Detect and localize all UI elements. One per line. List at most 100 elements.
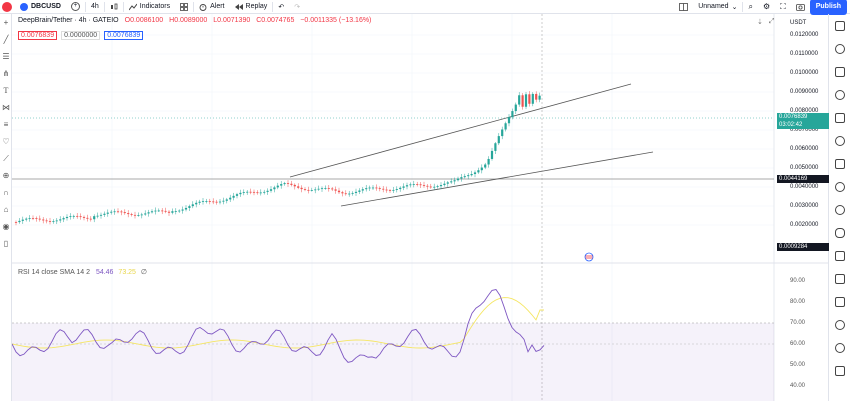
chat-button[interactable] [829, 152, 850, 175]
streams-button[interactable] [829, 175, 850, 198]
crosshair-icon[interactable]: + [3, 18, 9, 27]
candle-body [375, 187, 378, 189]
trend-line-upper[interactable] [289, 83, 632, 178]
divider [103, 1, 105, 12]
help-button[interactable] [829, 336, 850, 359]
text-tool-icon[interactable]: T [3, 86, 9, 95]
publish-button[interactable]: Publish [809, 0, 847, 15]
fib-icon[interactable]: ≡ [3, 120, 9, 129]
ruler-icon[interactable]: ⟋ [3, 153, 9, 163]
cloud-button[interactable] [829, 221, 850, 244]
candle-body [273, 187, 276, 190]
countdown-value: 03:02:42 [779, 122, 803, 128]
candle-body [283, 183, 286, 185]
candle-body [300, 187, 303, 190]
candle-body [480, 167, 483, 171]
layout-name-button[interactable]: Unnamed ⌄ [693, 0, 742, 14]
candle-body [198, 201, 201, 203]
indicators-button[interactable]: Indicators [124, 0, 175, 14]
candle-body [150, 211, 154, 213]
pine-button[interactable] [829, 313, 850, 336]
grid-icon [180, 2, 189, 11]
alerts-button[interactable] [829, 37, 850, 60]
pitchfork-icon[interactable]: ⋔ [2, 69, 10, 78]
candle-body [42, 219, 45, 221]
candle-body [140, 214, 143, 216]
candle-body [256, 192, 259, 194]
candle-body [521, 95, 524, 107]
pattern-icon[interactable]: ⋈ [2, 103, 10, 112]
magnet-icon[interactable]: ∩ [3, 188, 9, 197]
depth-button[interactable] [829, 244, 850, 267]
sell-price-box[interactable]: 0.0076839 [18, 31, 58, 40]
undo-button[interactable]: ↶ [273, 0, 289, 14]
screener-button[interactable] [829, 267, 850, 290]
chart-area[interactable]: DeepBrain/Tether · 4h · GATEIO O0.008610… [12, 14, 829, 401]
interval-button[interactable]: 4h [86, 0, 104, 14]
stream-icon [835, 181, 845, 192]
calendar-button[interactable] [829, 106, 850, 129]
fullscreen-button[interactable]: ⛶ [775, 0, 791, 14]
candle-body [439, 185, 443, 187]
currency-label[interactable]: USDT [790, 20, 807, 26]
eye-icon[interactable]: ◉ [2, 222, 10, 231]
settings-button[interactable]: ⚙ [758, 0, 775, 14]
layout-name: Unnamed [698, 3, 729, 10]
candle-body [269, 189, 273, 191]
rsi-axis-label: 50.00 [790, 362, 806, 368]
ideas-button[interactable] [829, 129, 850, 152]
candle-body [130, 214, 133, 215]
rsi-ma-value: 73.25 [118, 269, 136, 276]
candle-body [239, 192, 242, 195]
rsi-band-background [12, 323, 774, 401]
candle-body [463, 176, 466, 178]
legend-title[interactable]: DeepBrain/Tether · 4h · GATEIO [18, 17, 119, 24]
trend-line-icon[interactable]: ╱ [3, 35, 9, 44]
layout-icon-button[interactable] [674, 0, 693, 14]
buy-price-box[interactable]: 0.0076839 [104, 31, 144, 40]
collapse-pane-icon[interactable]: ⇣ [757, 19, 763, 26]
rsi-axis-label: 40.00 [790, 383, 806, 389]
visibility-icon[interactable]: ∅ [140, 269, 148, 276]
user-avatar[interactable] [2, 1, 12, 12]
snapshot-button[interactable] [791, 0, 810, 14]
candle-body [497, 136, 500, 144]
candle-body [235, 194, 239, 196]
compare-add-button[interactable]: + [66, 0, 85, 14]
lightbulb-icon [835, 135, 845, 146]
watchlist-button[interactable] [829, 14, 850, 37]
candle-body [212, 201, 215, 203]
chart-canvas[interactable] [12, 14, 828, 401]
lock-icon[interactable]: ⌂ [3, 205, 9, 214]
candle-body [368, 187, 371, 189]
templates-button[interactable] [175, 0, 193, 14]
object-tree-button[interactable] [829, 290, 850, 313]
candle-body [348, 193, 351, 195]
candle-body [144, 213, 147, 215]
candle-body [293, 184, 296, 187]
chart-type-button[interactable] [105, 0, 123, 14]
price-axis-label: 0.0020000 [790, 222, 819, 228]
data-window-button[interactable] [829, 60, 850, 83]
redo-button[interactable]: ↷ [289, 0, 305, 14]
heart-icon[interactable]: ♡ [2, 137, 10, 146]
candle-body [429, 186, 432, 188]
notifications-button[interactable] [829, 198, 850, 221]
hotlists-button[interactable] [829, 83, 850, 106]
more-button[interactable] [829, 359, 850, 382]
zoom-icon[interactable]: ⊕ [2, 171, 10, 180]
horizontal-lines-icon[interactable]: ☰ [2, 52, 10, 61]
search-button[interactable]: ⌕ [743, 0, 757, 14]
candle-body [422, 185, 426, 186]
symbol-search-button[interactable]: DBCUSD [15, 0, 66, 14]
rsi-legend[interactable]: RSI 14 close SMA 14 2 54.46 73.25 ∅ [18, 268, 147, 276]
trash-icon[interactable]: ▯ [3, 239, 9, 248]
maximize-pane-icon[interactable]: ⤢ [768, 18, 775, 25]
candlestick-series [14, 91, 541, 226]
candle-body [361, 189, 364, 191]
alert-button[interactable]: Alert [194, 0, 229, 14]
candle-body [524, 94, 528, 107]
candle-body [276, 185, 279, 188]
us-flag-event-icon[interactable] [584, 252, 594, 262]
replay-button[interactable]: Replay [230, 0, 273, 14]
